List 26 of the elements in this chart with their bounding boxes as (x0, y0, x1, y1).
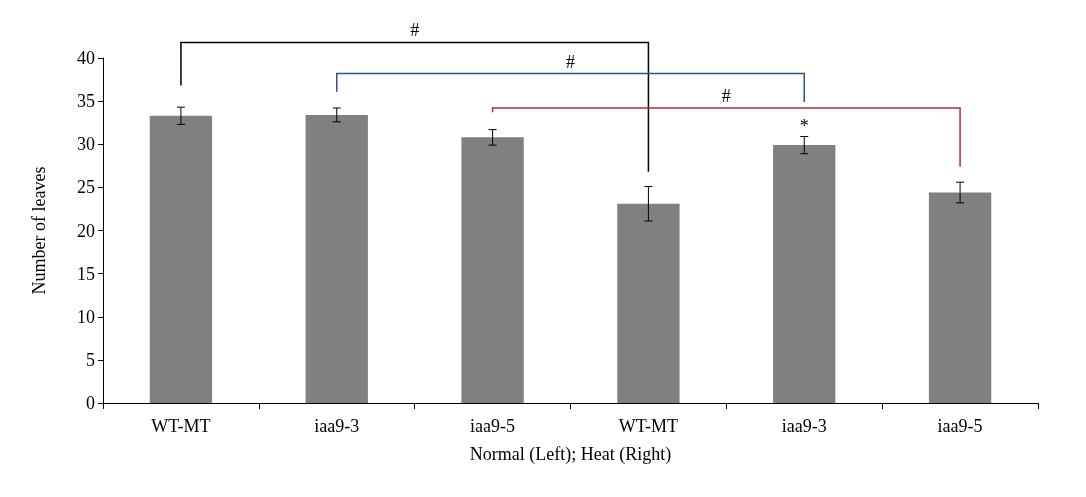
y-tick-label: 30 (77, 134, 95, 155)
y-tick-label: 35 (77, 91, 95, 112)
y-tick-label: 20 (77, 220, 95, 241)
y-axis-title: Number of leaves (29, 166, 49, 295)
x-tick-label: WT-MT (618, 416, 679, 436)
y-tick-label: 10 (77, 306, 95, 327)
x-tick-label: iaa9-5 (470, 416, 516, 436)
bar (461, 137, 524, 403)
bar (928, 192, 992, 403)
bar (617, 203, 680, 403)
x-tick-label: iaa9-3 (781, 416, 827, 436)
y-tick-label: 0 (86, 393, 95, 413)
y-tick-label: 15 (77, 263, 95, 284)
x-axis-title: Normal (Left); Heat (Right) (469, 444, 672, 465)
x-tick-label: iaa9-3 (314, 416, 360, 436)
annotation: # (566, 51, 575, 72)
x-tick-label: iaa9-5 (937, 416, 983, 436)
bar (149, 115, 213, 403)
y-tick-label: 5 (86, 349, 95, 370)
annotation: * (799, 116, 809, 137)
y-tick-label: 40 (77, 48, 95, 68)
x-tick-label: WT-MT (151, 416, 211, 436)
y-tick-label: 25 (77, 177, 95, 198)
bar (773, 145, 836, 403)
annotation: # (721, 86, 731, 107)
bar (305, 114, 368, 403)
